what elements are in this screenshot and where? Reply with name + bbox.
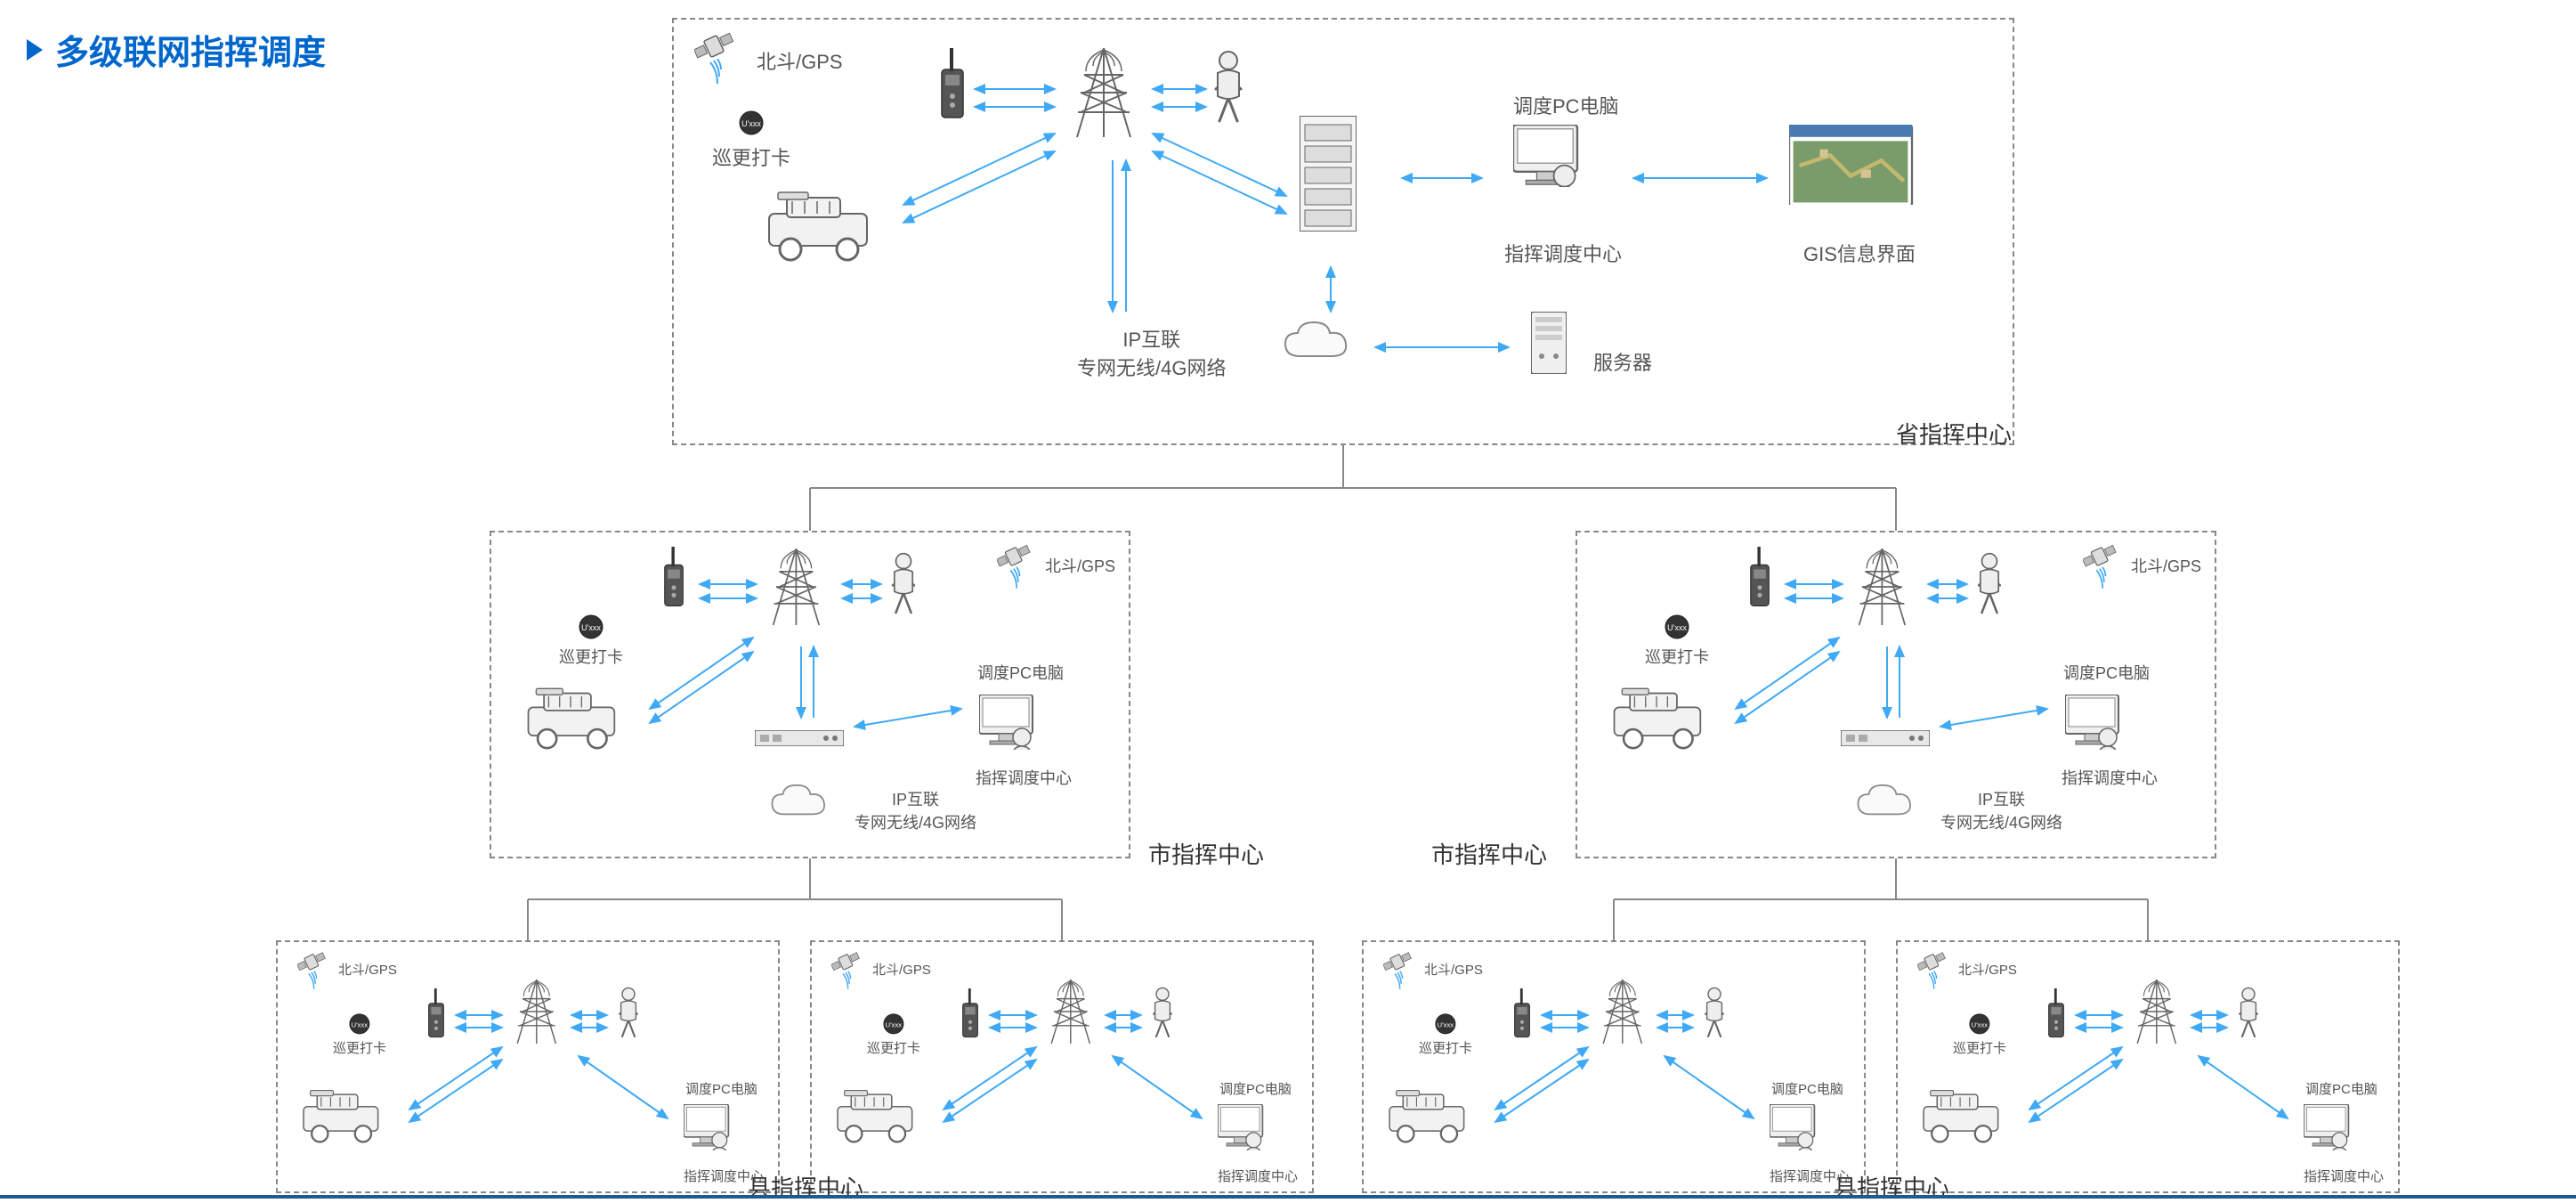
tree-connectors	[0, 0, 2576, 1199]
bottom-bar	[0, 1195, 2576, 1199]
